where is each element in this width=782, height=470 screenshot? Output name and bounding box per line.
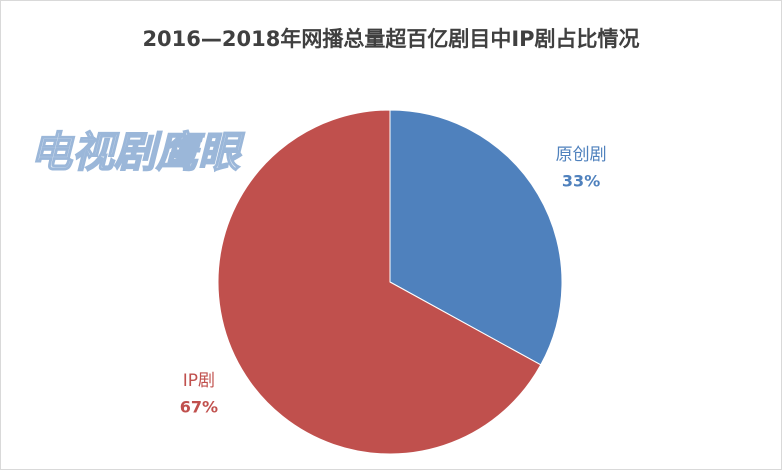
slice-value-label: 33% [562,171,600,190]
pie-slice [217,109,542,455]
slice-value-label: 67% [180,398,218,417]
watermark: 电视剧鹰眼 [30,128,245,177]
chart-title: 2016—2018年网播总量超百亿剧目中IP剧占比情况 [142,27,639,51]
slice-category-label: 原创剧 [556,145,607,165]
pie [217,109,563,455]
slice-category-label: IP剧 [183,371,215,391]
pie-slice [389,109,563,366]
